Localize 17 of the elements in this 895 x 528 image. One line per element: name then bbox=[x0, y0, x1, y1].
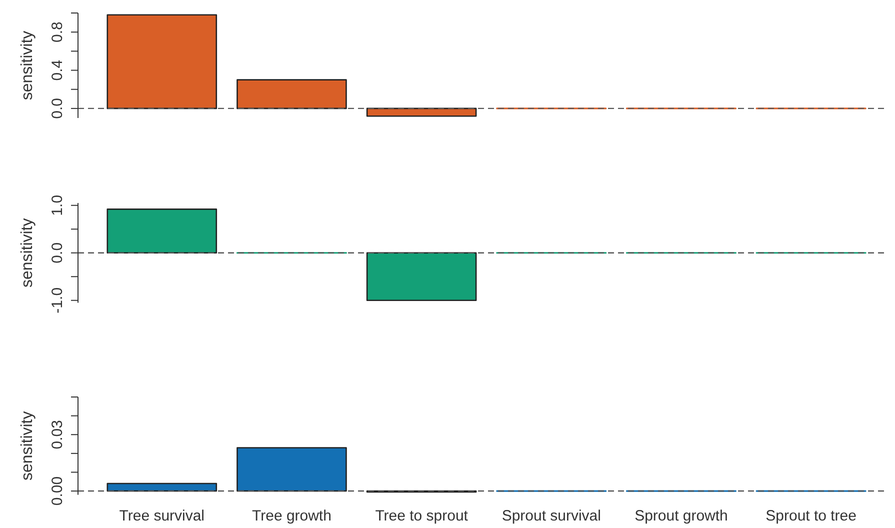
y-axis-title: sensitivity bbox=[18, 30, 36, 100]
y-tick-label: 0.8 bbox=[49, 22, 66, 43]
y-tick-label: 0.00 bbox=[49, 476, 66, 506]
y-tick-label: 0.4 bbox=[49, 60, 66, 81]
y-tick-label: 0.03 bbox=[49, 420, 66, 449]
x-tick-label: Sprout survival bbox=[502, 507, 601, 524]
x-tick-label: Tree survival bbox=[119, 507, 205, 524]
y-tick-label: -1.0 bbox=[49, 287, 66, 313]
x-tick-label: Sprout growth bbox=[634, 507, 728, 524]
y-tick-label: 1.0 bbox=[49, 194, 66, 216]
y-axis-title: sensitivity bbox=[18, 218, 36, 288]
y-axis-title: sensitivity bbox=[18, 410, 36, 480]
y-tick-label: 0.0 bbox=[49, 242, 66, 263]
x-tick-label: Sprout to tree bbox=[766, 507, 856, 524]
y-tick-label: 0.0 bbox=[49, 98, 66, 119]
x-tick-label: Tree to sprout bbox=[375, 507, 469, 524]
x-tick-label: Tree growth bbox=[252, 507, 332, 524]
